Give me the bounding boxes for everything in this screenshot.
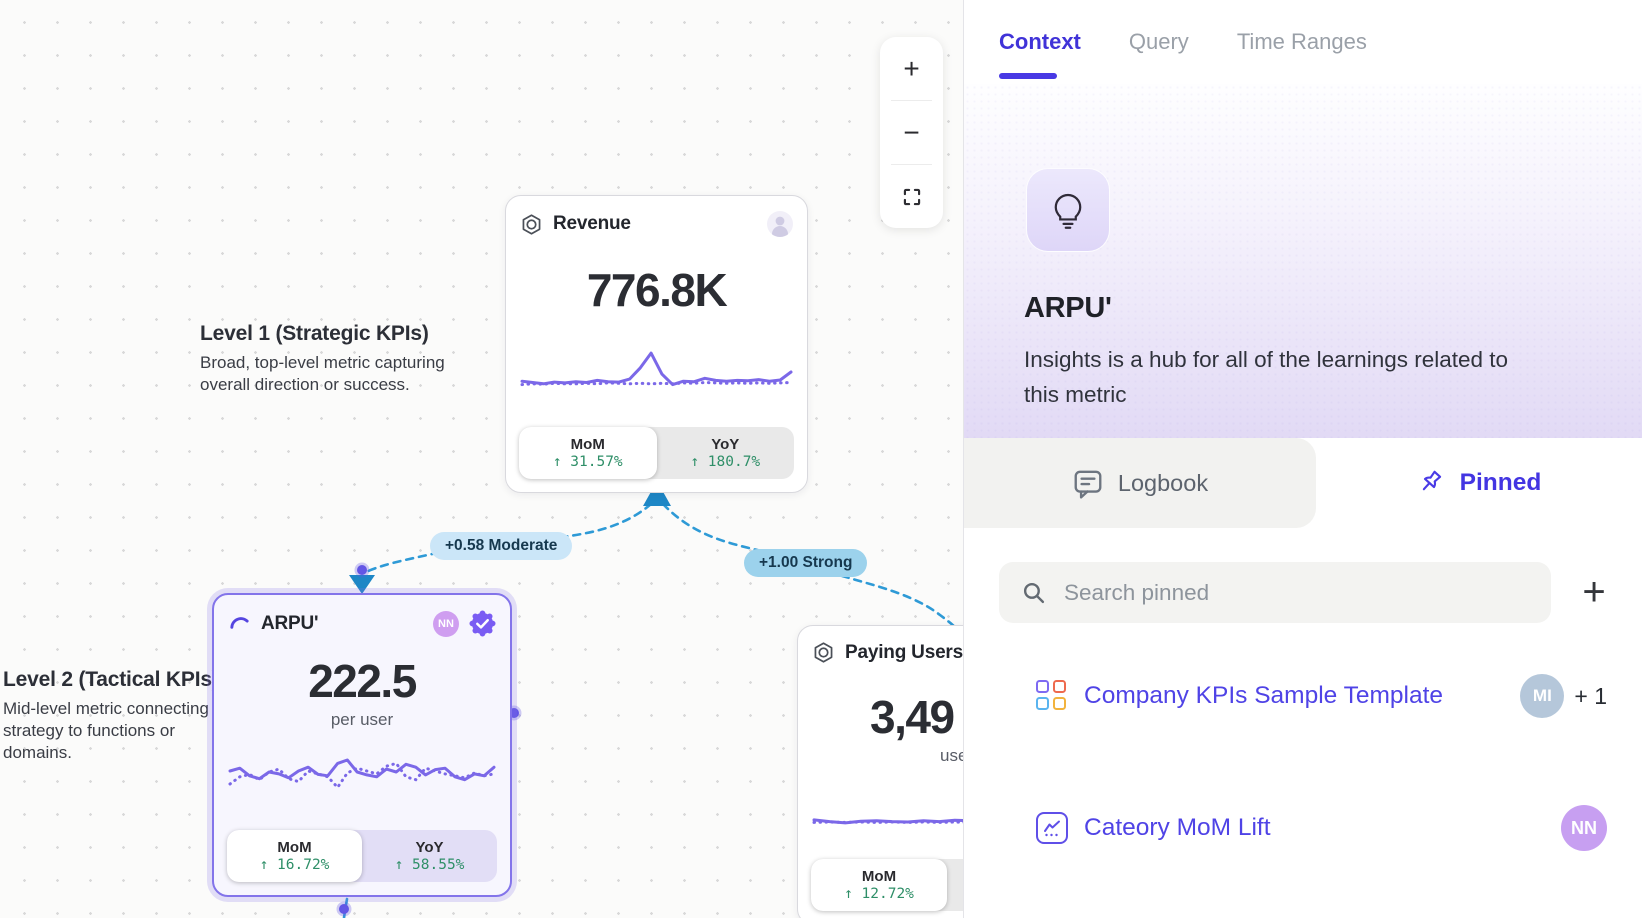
sparkline-chart [228,758,496,790]
verified-badge-icon [469,610,496,637]
pin-icon [1422,470,1441,491]
level1-title: Level 1 (Strategic KPIs) [200,322,429,345]
connection-handle[interactable] [336,901,352,917]
metric-name-heading: ARPU' [1024,292,1112,324]
level1-annotation: Level 1 (Strategic KPIs) Broad, top-leve… [200,322,450,396]
pinned-item-chart[interactable]: Cateory MoM Lift NN [964,790,1642,866]
metric-hexagon-icon [522,213,541,235]
mom-segment[interactable]: MoM ↑ 31.57% [519,427,657,479]
mom-label: MoM [861,868,897,885]
logbook-label: Logbook [1117,469,1209,496]
search-box[interactable] [999,562,1551,623]
metric-value: 776.8K [586,264,728,316]
yoy-segment[interactable]: YoY ↑ 58.55% [362,830,497,882]
tab-query[interactable]: Query [1128,29,1189,54]
card-title: Revenue [553,213,631,234]
edge-arpu-down [342,897,349,918]
pinned-item-label[interactable]: Company KPIs Sample Template [1084,682,1444,709]
metric-unit: per user [330,710,394,729]
card-footer: MoM ↑ 16.72% YoY ↑ 58.55% [227,830,497,882]
avatar-mi: MI [1520,674,1565,718]
metric-description-line1: Insights is a hub for all of the learnin… [1024,347,1509,372]
mom-segment[interactable]: MoM ↑ 12.72% [811,859,947,911]
add-pinned-button[interactable]: + [1564,564,1624,620]
level2-desc-line2: strategy to functions or domains. [3,721,175,762]
search-pinned-input[interactable] [1062,578,1533,607]
insights-tile [1026,168,1110,252]
mom-value: ↑ 16.72% [259,857,330,873]
pinned-item-template[interactable]: Company KPIs Sample Template MI + 1 [964,658,1642,734]
mom-value: ↑ 31.57% [552,454,623,470]
sparkline-chart [520,351,793,387]
correlation-label-strong[interactable]: +1.00 Strong [744,549,868,577]
yoy-value: ↑ 58.55% [394,857,465,873]
sidebar-tabbar: Context Query Time Ranges [964,0,1642,84]
card-title: Paying Users' [845,641,968,663]
zoom-out-button[interactable]: − [880,101,943,164]
canvas-zoom-toolbar: + − [880,37,943,228]
metric-card-revenue[interactable]: Revenue 776.8K MoM ↑ 31.57% YoY ↑ 180.7% [505,195,808,493]
arrowhead-into-arpu [349,575,375,594]
lightbulb-icon [1054,193,1082,229]
correlation-label-moderate[interactable]: +0.58 Moderate [430,532,573,560]
yoy-segment[interactable]: YoY ↑ 180.7% [657,427,795,479]
level2-annotation: Level 2 (Tactical KPIs) Mid-level metric… [3,668,233,764]
extra-count: + 1 [1574,682,1607,709]
logbook-tab[interactable]: Logbook [964,438,1316,528]
logbook-chat-icon [1074,470,1102,499]
yoy-label: YoY [711,436,740,453]
metric-description-line2: this metric [1024,382,1127,407]
yoy-label: YoY [415,839,444,856]
metric-hexagon-icon [814,642,833,663]
zoom-in-button[interactable]: + [880,37,943,100]
context-sidebar: Context Query Time Ranges ARPU' Insights… [963,0,1642,918]
chart-icon [1036,812,1068,844]
metric-description: Insights is a hub for all of the learnin… [1024,342,1508,412]
logbook-pinned-switch: Logbook Pinned [964,438,1642,528]
connection-handle[interactable] [354,562,370,578]
owner-avatar [767,211,793,237]
owner-avatar: NN [433,610,459,637]
tab-context[interactable]: Context [999,29,1081,54]
level2-title: Level 2 (Tactical KPIs) [3,668,219,691]
template-grid-icon [1036,680,1068,712]
pinned-item-label[interactable]: Cateory MoM Lift [1084,814,1271,841]
pinned-tab[interactable]: Pinned [1316,438,1642,528]
level1-desc-line2: overall direction or success. [200,375,410,394]
mom-value: ↑ 12.72% [844,886,914,902]
metric-context-hero: ARPU' Insights is a hub for all of the l… [964,84,1642,438]
pinned-search-row: + [964,562,1642,623]
metric-value: 222.5 [308,655,417,707]
mom-label: MoM [570,436,605,453]
card-title: ARPU' [261,612,319,634]
search-icon [1023,582,1045,604]
active-tab-underline [999,73,1057,79]
level1-desc-line1: Broad, top-level metric capturing [200,353,445,372]
metric-value: 3,49 [870,691,955,743]
fullscreen-icon [903,188,920,205]
mom-label: MoM [277,839,312,856]
arc-metric-icon [230,617,249,629]
mom-segment[interactable]: MoM ↑ 16.72% [227,830,362,882]
fit-view-button[interactable] [880,165,943,228]
pinned-label: Pinned [1459,469,1542,496]
level2-desc-line1: Mid-level metric connecting [3,699,209,718]
yoy-value: ↑ 180.7% [690,454,761,470]
tab-time-ranges[interactable]: Time Ranges [1236,29,1367,54]
metric-card-arpu[interactable]: ARPU' NN 222.5 per user [212,593,512,897]
card-footer: MoM ↑ 31.57% YoY ↑ 180.7% [519,427,794,479]
avatar-nn: NN [1561,805,1607,851]
